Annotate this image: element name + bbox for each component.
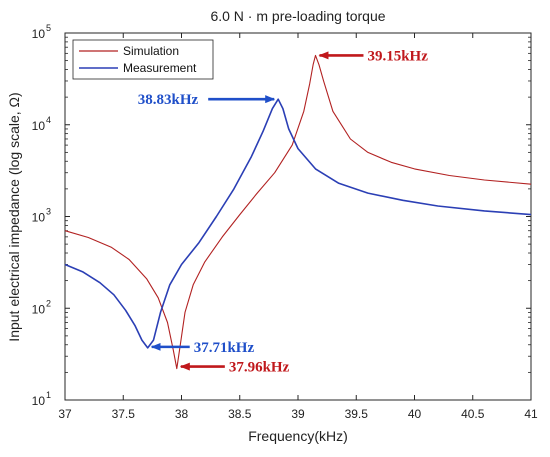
chart-title: 6.0 N · m pre-loading torque [210,8,385,24]
x-tick-label: 39.5 [345,407,369,421]
y-tick-label: 10 5 [32,23,51,41]
x-tick-label: 37.5 [112,407,136,421]
legend: Simulation Measurement [72,39,214,80]
annotation: 38.83kHz [138,92,276,108]
series-lines [64,54,532,370]
y-tick-label: 10 1 [32,390,51,408]
y-tick-label: 10 4 [32,115,51,133]
annotations: 39.15kHz 38.83kHz 37.71kHz 37.96kHz [138,48,428,375]
annotation-label: 37.96kHz [229,360,290,376]
legend-label-simulation: Simulation [123,44,179,58]
series-line-measurement [64,98,532,349]
y-tick-label-base: 10 [32,394,46,408]
annotation: 37.71kHz [150,340,255,356]
plot-area [64,32,532,401]
annotation-label: 38.83kHz [138,92,199,108]
annotation: 37.96kHz [179,360,290,376]
annotation: 39.15kHz [318,48,428,64]
series-line-simulation [64,54,532,370]
y-tick-label-exponent: 3 [46,207,51,217]
y-tick-label: 10 2 [32,298,51,316]
legend-label-measurement: Measurement [123,61,197,75]
legend-box [72,39,214,80]
y-axis-label: Input electrical impedance (log scale, Ω… [6,92,22,341]
x-tick-label: 41 [524,407,538,421]
y-tick-label-base: 10 [32,211,46,225]
y-tick-label: 10 3 [32,207,51,225]
annotation-label: 37.71kHz [194,340,255,356]
y-tick-label-exponent: 2 [46,298,51,308]
x-axis-label: Frequency(kHz) [248,428,348,444]
x-tick-label: 40.5 [461,407,485,421]
y-tick-label-base: 10 [32,27,46,41]
x-tick-label: 37 [58,407,72,421]
y-tick-label-exponent: 4 [46,115,51,125]
y-tick-label-base: 10 [32,302,46,316]
x-tick-label: 39 [291,407,305,421]
x-tick-label: 38.5 [228,407,252,421]
x-tick-label: 38 [175,407,189,421]
y-tick-label-exponent: 5 [46,23,51,33]
x-tick-label: 40 [408,407,422,421]
annotation-label: 39.15kHz [367,48,428,64]
y-tick-label-exponent: 1 [46,390,51,400]
y-tick-label-base: 10 [32,119,46,133]
